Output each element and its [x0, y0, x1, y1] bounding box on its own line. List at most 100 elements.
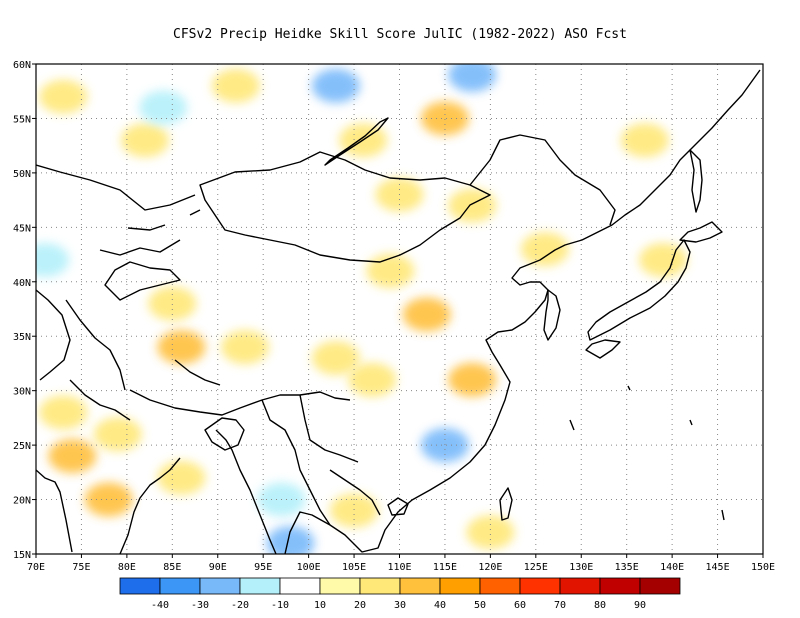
coastline-sakhalin [689, 149, 703, 213]
x-tick-label: 145E [706, 562, 730, 573]
border-bangladesh [204, 417, 245, 451]
coastline-small-islands [569, 385, 725, 521]
y-tick-label: 35N [13, 332, 31, 343]
border-southeast-asia [261, 394, 381, 526]
x-tick-label: 125E [524, 562, 548, 573]
colorbar-label: 60 [514, 600, 526, 611]
border-himalaya [129, 359, 351, 416]
y-tick-label: 50N [13, 169, 31, 180]
skill-region [266, 526, 315, 554]
colorbar-label: 20 [354, 600, 366, 611]
x-tick-label: 110E [387, 562, 411, 573]
x-tick-label: 70E [27, 562, 45, 573]
x-tick-label: 140E [660, 562, 684, 573]
colorbar-swatch [599, 577, 641, 595]
skill-region [348, 362, 397, 397]
skill-region [420, 428, 469, 463]
colorbar-label: 90 [634, 600, 646, 611]
colorbar-label: 70 [554, 600, 566, 611]
skill-region [620, 123, 669, 158]
skill-region [466, 515, 515, 550]
x-tick-label: 115E [433, 562, 457, 573]
lake-balkhash [127, 209, 201, 231]
skill-region [39, 395, 88, 430]
colorbar-label: -40 [151, 600, 169, 611]
skill-region [448, 64, 497, 92]
lake-baikal [324, 117, 389, 166]
x-tick-label: 100E [297, 562, 321, 573]
x-axis: 70E 75E 80E 85E 90E 95E 100E 105E 110E 115E 120E 12… [27, 554, 775, 573]
x-tick-label: 95E [254, 562, 272, 573]
coastline-taiwan [499, 487, 513, 521]
y-tick-label: 45N [13, 223, 31, 234]
coastline-hainan [387, 497, 409, 516]
skill-region [311, 68, 360, 103]
y-tick-label: 20N [13, 496, 31, 507]
skill-region [402, 297, 451, 332]
colorbar-label: 50 [474, 600, 486, 611]
colorbar-label: -20 [231, 600, 249, 611]
skill-region [48, 439, 97, 473]
x-tick-label: 90E [209, 562, 227, 573]
y-tick-label: 40N [13, 278, 31, 289]
colorbar-swatch [639, 577, 681, 595]
x-tick-label: 85E [163, 562, 181, 573]
colorbar-swatch [239, 577, 281, 595]
skill-region [84, 482, 133, 517]
skill-region [221, 330, 270, 365]
skill-region [211, 68, 260, 103]
y-axis: 15N 20N 25N 30N 35N 40N 45N 50N 55N 60N [13, 60, 36, 561]
colorbar-swatch [399, 577, 441, 595]
skill-region [157, 460, 206, 495]
x-tick-label: 105E [342, 562, 366, 573]
x-tick-label: 75E [72, 562, 90, 573]
skill-region [520, 232, 569, 267]
colorbar-swatch [199, 577, 241, 595]
coastline-hokkaido [679, 221, 723, 243]
y-tick-label: 60N [13, 60, 31, 71]
colorbar-swatch [559, 577, 601, 595]
skill-region [330, 493, 379, 528]
colorbar-label: -30 [191, 600, 209, 611]
coastlines-and-borders [36, 69, 761, 554]
x-tick-label: 120E [478, 562, 502, 573]
border-india-pakistan [65, 299, 131, 421]
colorbar-swatch [159, 577, 201, 595]
border-central-asia [36, 164, 196, 256]
skill-region [448, 362, 497, 397]
border-mongolia [199, 151, 491, 263]
border-china-northeast [469, 134, 616, 226]
chart-title: CFSv2 Precip Heidke Skill Score JulIC (1… [173, 27, 627, 42]
colorbar-label: 10 [314, 600, 326, 611]
coastline-korea [543, 289, 561, 341]
colorbar-swatch [359, 577, 401, 595]
y-tick-label: 15N [13, 550, 31, 561]
border-china-west [104, 261, 181, 301]
skill-region [93, 417, 142, 452]
skill-region [36, 243, 70, 277]
y-tick-label: 55N [13, 114, 31, 125]
coastline-japan [587, 239, 691, 341]
colorbar-labels: -40 -30 -20 -10 10 20 30 40 50 60 70 80 90 [151, 600, 646, 611]
coastline-japan-south [585, 339, 621, 359]
x-tick-label: 130E [569, 562, 593, 573]
colorbar-swatch [439, 577, 481, 595]
colorbar-swatch [119, 577, 161, 595]
skill-region [139, 90, 188, 125]
colorbar-swatch [319, 577, 361, 595]
colorbar-label: -10 [271, 600, 289, 611]
x-tick-label: 135E [615, 562, 639, 573]
colorbar-label: 40 [434, 600, 446, 611]
graticule [36, 64, 763, 554]
colorbar-swatch [279, 577, 321, 595]
skill-region [39, 79, 88, 114]
colorbar-swatch [479, 577, 521, 595]
y-tick-label: 30N [13, 387, 31, 398]
x-tick-label: 150E [751, 562, 775, 573]
colorbar-boxes [119, 577, 681, 595]
skill-region [148, 286, 197, 321]
coastline-mainland [36, 69, 761, 554]
colorbar-label: 30 [394, 600, 406, 611]
y-tick-label: 25N [13, 441, 31, 452]
